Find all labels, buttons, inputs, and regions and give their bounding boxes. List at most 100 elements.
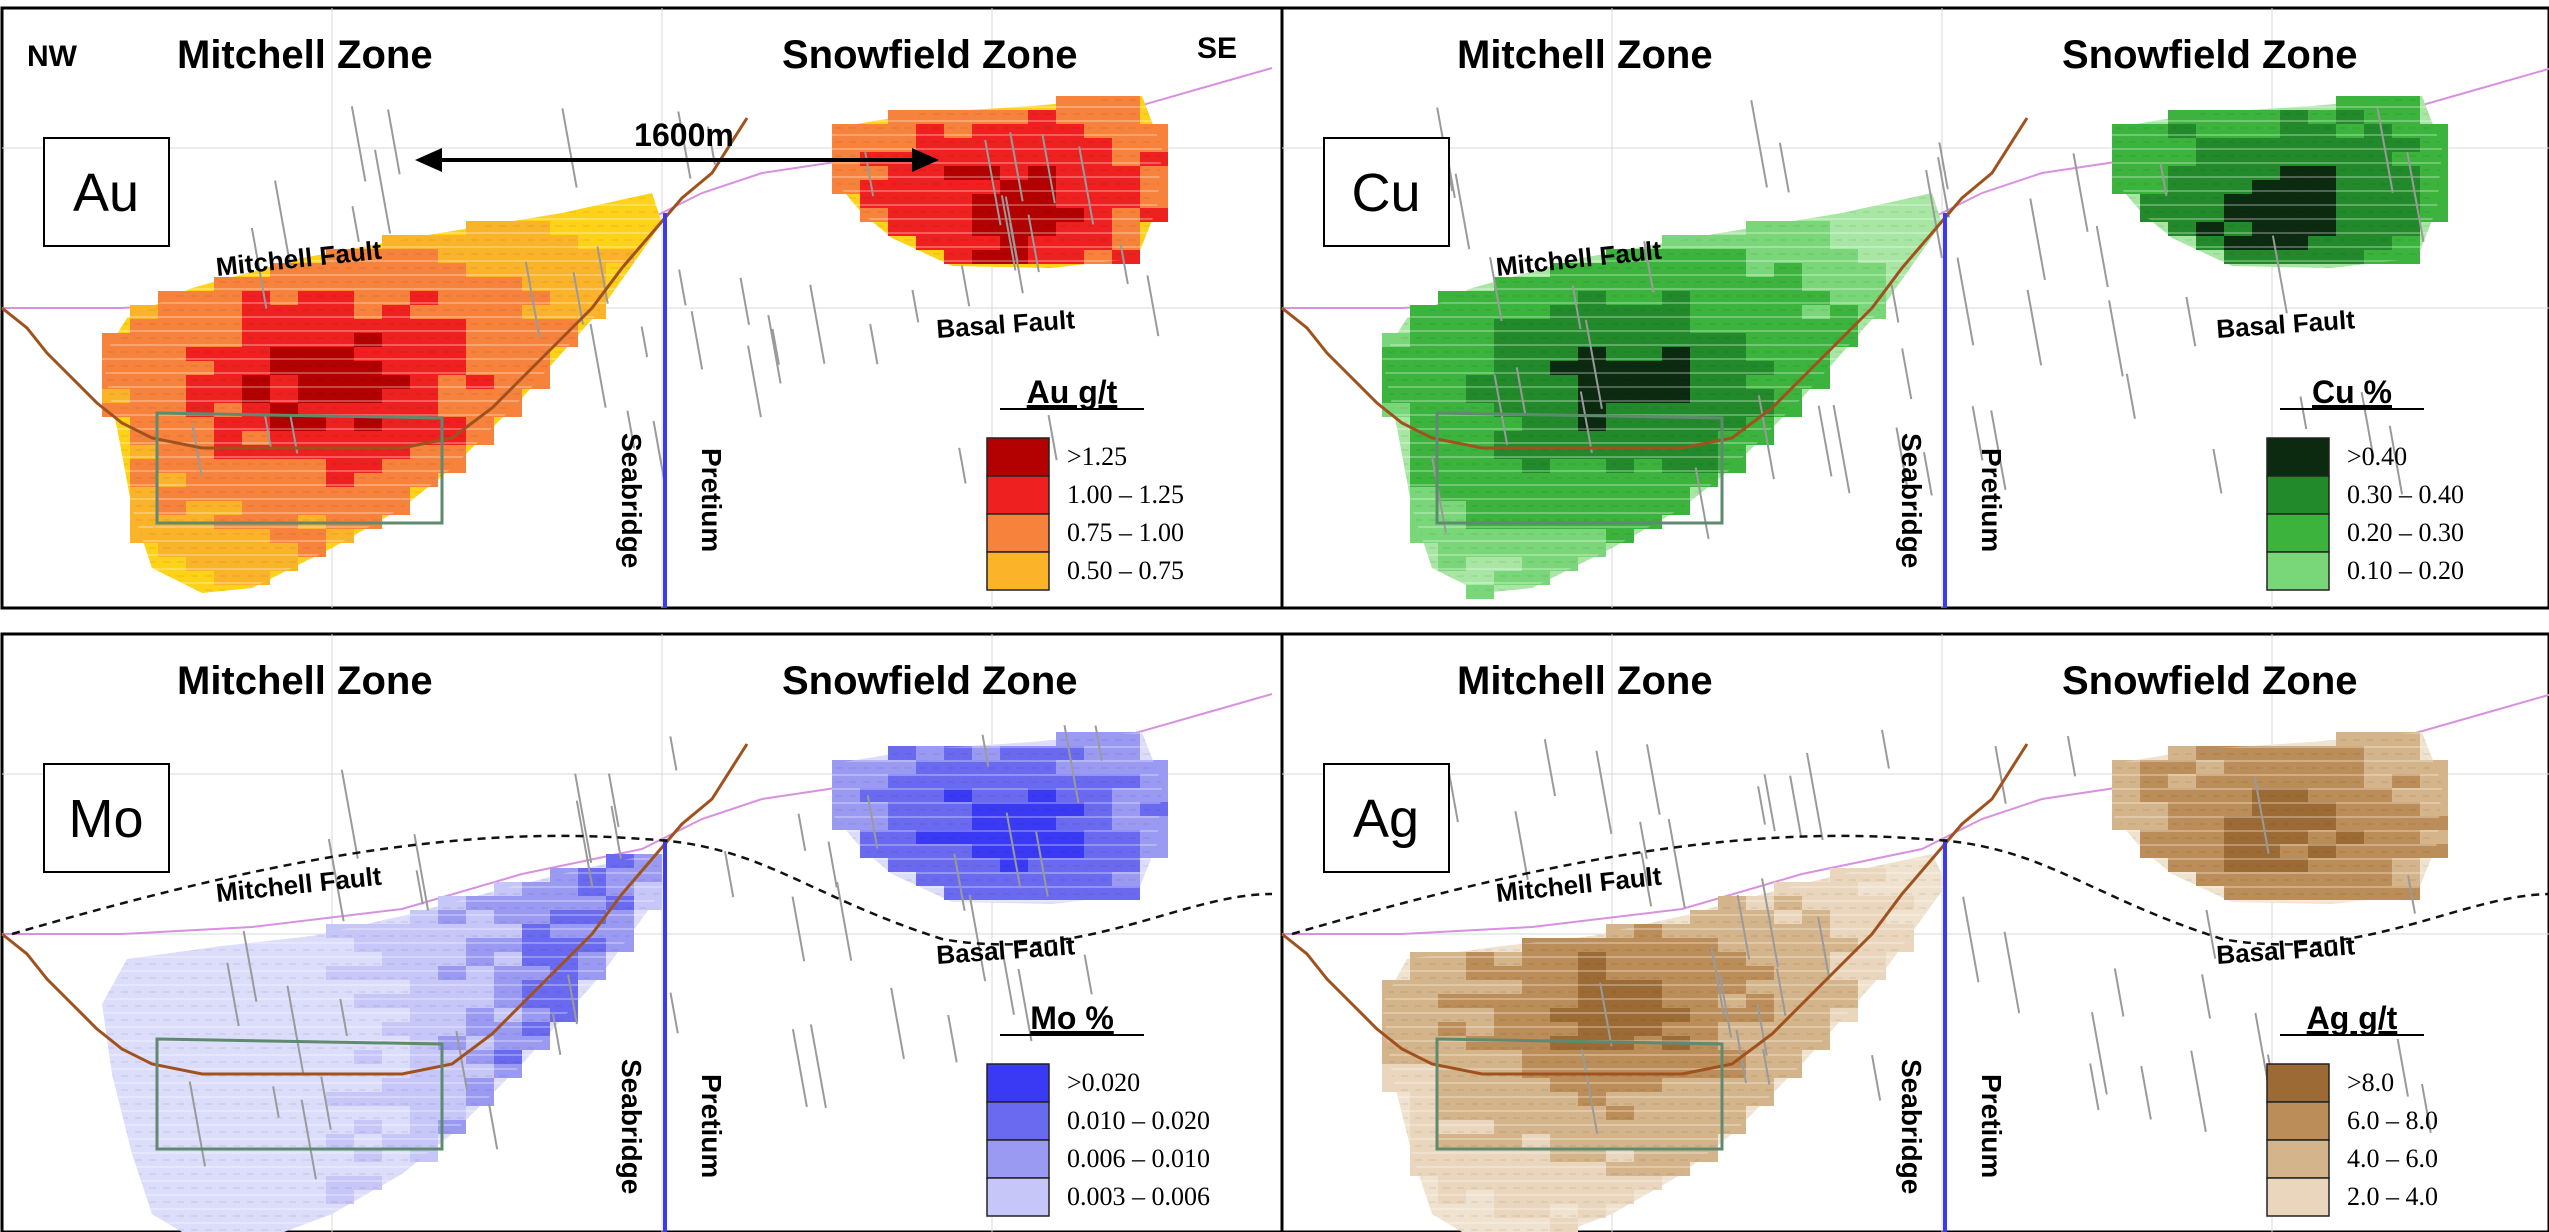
drillhole-trace <box>1543 738 1557 797</box>
block-texture <box>2112 732 2442 904</box>
drillhole-trace <box>2212 448 2223 494</box>
drillhole-trace <box>767 314 782 384</box>
underground-outline <box>155 1037 444 1151</box>
drillhole-trace <box>1757 786 1766 825</box>
fault-trace-dashed <box>1291 834 2549 946</box>
legend-label: >0.020 <box>1067 1068 1140 1097</box>
drillhole-trace <box>1718 974 1733 1038</box>
legend-title: Mo % <box>1030 1000 1114 1036</box>
legend-label: >0.40 <box>2347 442 2407 471</box>
pit-outline <box>1 743 749 1076</box>
drillhole-trace <box>809 284 826 364</box>
drillhole-trace <box>1078 146 1095 225</box>
drillhole-trace <box>669 992 679 1034</box>
drillhole-trace <box>339 998 348 1037</box>
drillhole-trace <box>1094 725 1103 761</box>
drillhole-trace <box>567 974 578 1025</box>
drillhole-trace <box>2253 776 2270 854</box>
drillhole-trace <box>1047 414 1058 461</box>
drillhole-trace <box>2376 107 2394 193</box>
element-label: Ag <box>1353 789 1419 849</box>
element-label-box <box>1323 763 1450 873</box>
drillhole-trace <box>2108 300 2124 377</box>
drillhole-trace <box>1962 896 1980 983</box>
drillhole-trace <box>351 206 360 242</box>
drillhole-trace <box>1806 752 1824 841</box>
drillhole-trace <box>1004 196 1019 262</box>
seabridge-label: Seabridge <box>616 1059 647 1194</box>
drillhole-trace <box>1971 405 1984 461</box>
drillhole-trace <box>572 271 584 325</box>
drillhole-trace <box>226 962 240 1027</box>
drillhole-trace <box>387 109 401 175</box>
legend-label: 0.010 – 0.020 <box>1067 1106 1210 1135</box>
distance-arrow-head-right <box>912 148 939 172</box>
drillhole-trace <box>1640 852 1653 907</box>
drillhole-trace <box>1646 744 1661 815</box>
drillhole-trace <box>1063 724 1080 804</box>
underground-outline <box>155 411 444 525</box>
drillhole-trace <box>2360 391 2375 459</box>
drillhole-trace <box>2113 968 2125 1017</box>
drillhole-trace <box>771 328 780 365</box>
distance-arrow-head-left <box>415 148 442 172</box>
drillhole-trace <box>1937 157 1950 218</box>
drillholes <box>1430 100 2425 540</box>
drillhole-trace <box>911 289 920 323</box>
block-texture <box>1382 193 1942 593</box>
drillhole-trace <box>415 870 424 905</box>
drillhole-trace <box>2095 225 2109 288</box>
drillhole-trace <box>589 323 607 408</box>
legend-label: 0.10 – 0.20 <box>2347 556 2464 585</box>
drillholes <box>188 724 1103 1180</box>
drillhole-trace <box>640 326 649 358</box>
drillhole-trace <box>1493 374 1509 445</box>
snowfield-zone-title: Snowfield Zone <box>782 659 1078 703</box>
drillhole-trace <box>953 853 966 911</box>
drillhole-trace <box>2421 1083 2432 1134</box>
drillhole-trace <box>524 261 541 338</box>
drillhole-trace <box>984 139 1002 226</box>
snowfield-zone-title: Snowfield Zone <box>2062 33 2358 77</box>
drillhole-trace <box>958 447 967 484</box>
drillhole-trace <box>575 800 594 889</box>
drillhole-trace <box>1756 1004 1768 1056</box>
legend-label: 0.50 – 0.75 <box>1067 556 1184 585</box>
drillhole-trace <box>1027 214 1040 273</box>
drillhole-trace <box>1146 275 1160 337</box>
drillhole-trace <box>1817 405 1833 477</box>
legend-label: 4.0 – 6.0 <box>2347 1144 2438 1173</box>
drillhole-trace <box>1595 750 1613 835</box>
element-label: Au <box>73 163 139 223</box>
drillhole-trace <box>1763 774 1776 832</box>
drillhole-trace <box>2159 162 2168 197</box>
drillhole-trace <box>1119 243 1129 285</box>
legend-swatch <box>986 437 1050 477</box>
legend-swatch <box>986 1139 1050 1179</box>
drillhole-trace <box>1599 982 1613 1047</box>
legend-label: >1.25 <box>1067 442 1127 471</box>
mitchell-zone-title: Mitchell Zone <box>1457 33 1713 77</box>
drillhole-trace <box>2388 425 2404 495</box>
drillholes <box>191 106 1160 484</box>
drillhole-trace <box>827 841 838 888</box>
drillhole-trace <box>1750 100 1768 188</box>
drillhole-trace <box>1994 745 2007 804</box>
seabridge-label: Seabridge <box>1896 1059 1927 1194</box>
drillhole-trace <box>561 108 578 188</box>
drillhole-trace <box>340 769 359 859</box>
drillhole-trace <box>488 1103 499 1150</box>
drillhole-trace <box>1571 285 1582 330</box>
drillhole-trace <box>1736 894 1751 960</box>
drillhole-trace <box>274 180 292 269</box>
distance-label: 1600m <box>634 117 734 153</box>
element-label-box <box>1323 137 1450 247</box>
drillhole-trace <box>2066 735 2077 777</box>
drillhole-trace <box>960 265 971 307</box>
drillhole-trace <box>2406 151 2425 243</box>
legend-swatch <box>2266 1139 2330 1179</box>
drillhole-trace <box>2003 931 2021 1014</box>
